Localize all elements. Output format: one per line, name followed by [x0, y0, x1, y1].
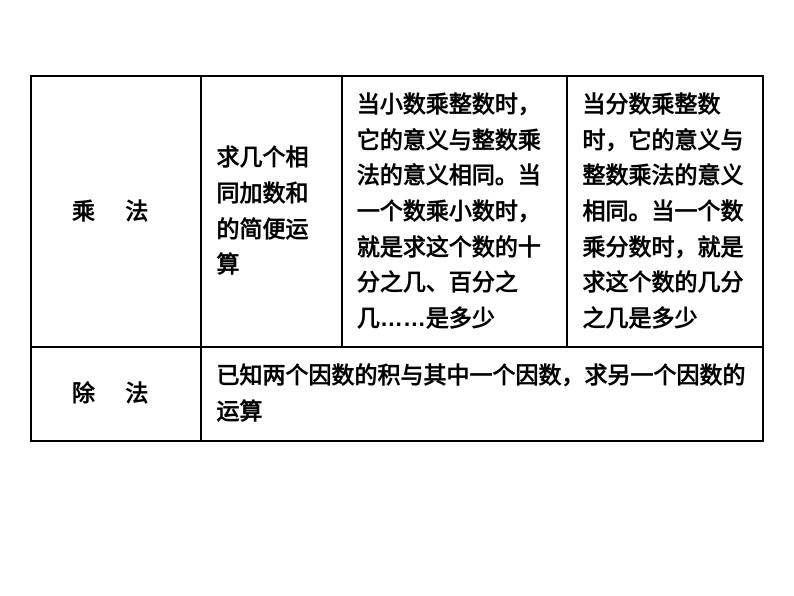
- row-label-multiplication: 乘 法: [31, 76, 201, 347]
- cell-multiplication-decimal: 当小数乘整数时，它的意义与整数乘法的意义相同。当一个数乘小数时，就是求这个数的十…: [342, 76, 568, 347]
- table-row: 除 法 已知两个因数的积与其中一个因数，求另一个因数的运算: [31, 347, 763, 440]
- table-row: 乘 法 求几个相同加数和的简便运算 当小数乘整数时，它的意义与整数乘法的意义相同…: [31, 76, 763, 347]
- cell-multiplication-def: 求几个相同加数和的简便运算: [201, 76, 341, 347]
- row-label-division: 除 法: [31, 347, 201, 440]
- cell-multiplication-fraction: 当分数乘整数时，它的意义与整数乘法的意义相同。当一个数乘分数时，就是求这个数的几…: [567, 76, 763, 347]
- definitions-table: 乘 法 求几个相同加数和的简便运算 当小数乘整数时，它的意义与整数乘法的意义相同…: [30, 75, 764, 442]
- cell-division-def: 已知两个因数的积与其中一个因数，求另一个因数的运算: [201, 347, 763, 440]
